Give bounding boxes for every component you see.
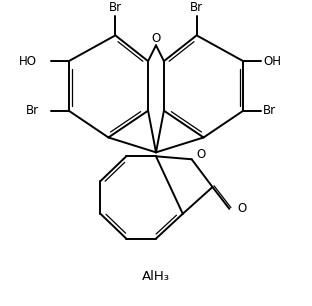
- Text: O: O: [197, 148, 206, 161]
- Text: O: O: [237, 202, 246, 215]
- Text: O: O: [151, 32, 161, 45]
- Text: HO: HO: [19, 55, 37, 68]
- Text: Br: Br: [263, 104, 276, 117]
- Text: Br: Br: [109, 1, 122, 14]
- Text: Br: Br: [26, 104, 39, 117]
- Text: OH: OH: [263, 55, 281, 68]
- Text: Br: Br: [190, 1, 203, 14]
- Text: AlH₃: AlH₃: [142, 270, 170, 283]
